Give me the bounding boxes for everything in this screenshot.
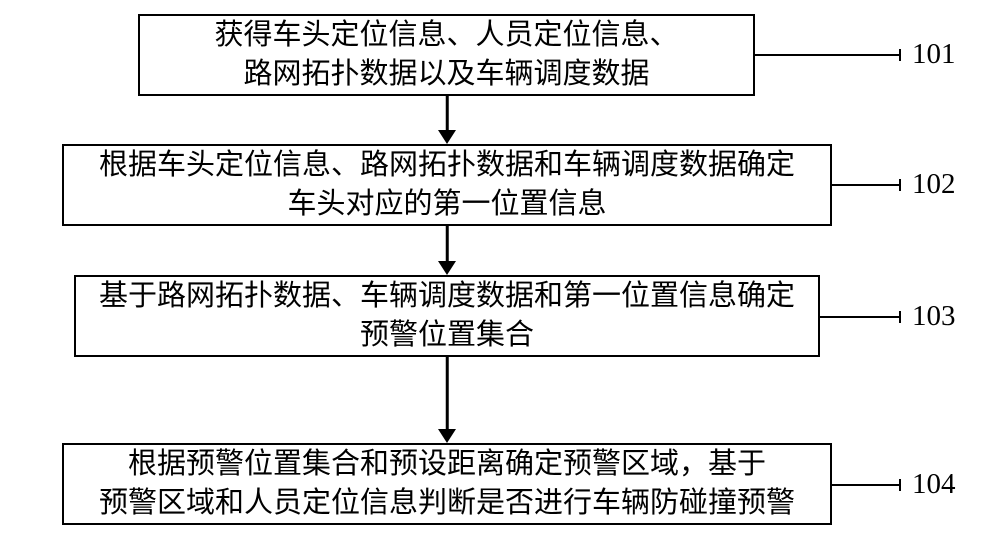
flow-node-102-text: 根据车头定位信息、路网拓扑数据和车辆调度数据确定 车头对应的第一位置信息 <box>99 146 795 224</box>
flow-node-104-text: 根据预警位置集合和预设距离确定预警区域，基于 预警区域和人员定位信息判断是否进行… <box>99 445 795 523</box>
leader-line-102 <box>832 184 900 186</box>
flow-node-101-text: 获得车头定位信息、人员定位信息、 路网拓扑数据以及车辆调度数据 <box>214 16 678 94</box>
flow-node-103: 基于路网拓扑数据、车辆调度数据和第一位置信息确定 预警位置集合 <box>74 275 820 357</box>
flow-node-104: 根据预警位置集合和预设距离确定预警区域，基于 预警区域和人员定位信息判断是否进行… <box>62 443 832 525</box>
leader-line-101 <box>755 54 900 56</box>
step-label-102: 102 <box>912 168 956 201</box>
step-label-101: 101 <box>912 38 956 71</box>
step-label-103: 103 <box>912 300 956 333</box>
leader-line-103 <box>820 316 900 318</box>
step-label-104: 104 <box>912 468 956 501</box>
flow-node-102: 根据车头定位信息、路网拓扑数据和车辆调度数据确定 车头对应的第一位置信息 <box>62 144 832 226</box>
leader-line-104 <box>832 484 900 486</box>
arrow-101-102 <box>446 96 448 144</box>
flow-node-103-text: 基于路网拓扑数据、车辆调度数据和第一位置信息确定 预警位置集合 <box>99 277 795 355</box>
arrow-103-104 <box>446 357 448 443</box>
arrow-102-103 <box>446 226 448 275</box>
flowchart-canvas: 获得车头定位信息、人员定位信息、 路网拓扑数据以及车辆调度数据 101 根据车头… <box>0 0 1000 559</box>
flow-node-101: 获得车头定位信息、人员定位信息、 路网拓扑数据以及车辆调度数据 <box>138 14 755 96</box>
